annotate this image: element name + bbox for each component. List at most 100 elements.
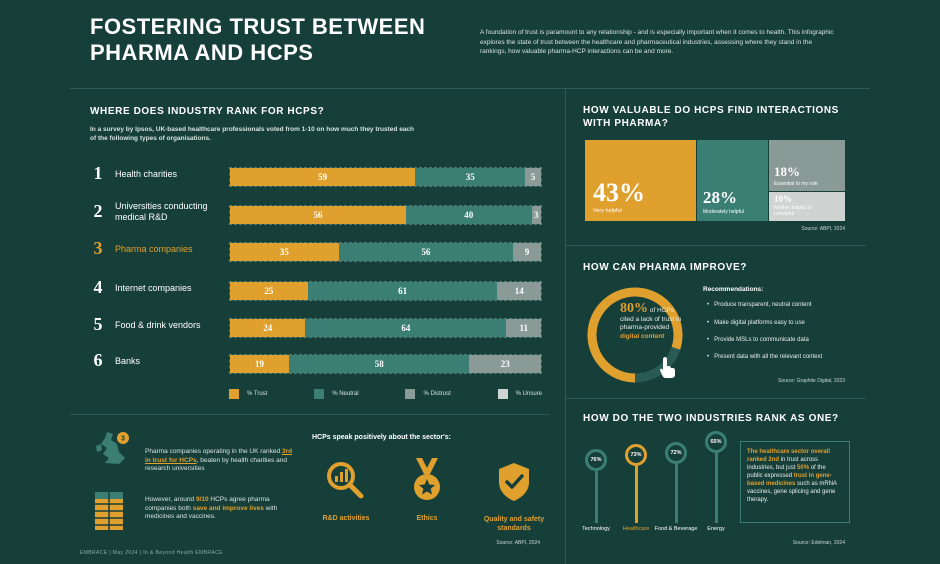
positives-heading: HCPs speak positively about the sector's… bbox=[312, 434, 451, 441]
bar-value-label: 9 bbox=[524, 247, 530, 257]
recommend-item: • Present data with all the relevant con… bbox=[707, 354, 823, 360]
bar-value-label: 35 bbox=[279, 247, 289, 257]
svg-text:3: 3 bbox=[121, 436, 125, 443]
legend-swatch-unsure bbox=[497, 389, 508, 399]
org-label: Health charities bbox=[115, 169, 178, 179]
legend-swatch-distrust bbox=[405, 389, 416, 399]
legend-swatch-trust bbox=[229, 389, 239, 399]
footer-text: EMBRACE | May 2024 | In & Beyond Health … bbox=[80, 550, 223, 556]
neutral-segment: 61 bbox=[307, 282, 498, 300]
rank-one-heading: HOW DO THE TWO INDUSTRIES RANK AS ONE? bbox=[583, 413, 839, 424]
neutral-segment: 40 bbox=[405, 206, 532, 224]
trust-segment: 59 bbox=[230, 168, 416, 186]
trust-segment: 35 bbox=[230, 243, 339, 261]
rank-one-source: Source: Edelman, 2024 bbox=[792, 540, 845, 546]
pin-value: 72% bbox=[665, 442, 687, 465]
pin-stick bbox=[674, 464, 678, 523]
recommend-text: Make digital platforms easy to use bbox=[714, 320, 805, 326]
distrust-segment: 9 bbox=[513, 243, 541, 261]
recommend-item: • Make digital platforms easy to use bbox=[707, 320, 805, 326]
trust-gauge bbox=[585, 285, 685, 385]
trust-segment: 19 bbox=[230, 355, 290, 373]
tile-label: Neither helpful or unhelpful bbox=[774, 205, 813, 217]
legend-item: % Distrust bbox=[405, 388, 451, 400]
bar-value-label: 64 bbox=[401, 323, 411, 333]
page-title: FOSTERING TRUST BETWEEN PHARMA AND HCPS bbox=[90, 14, 450, 66]
distrust-segment: 3 bbox=[531, 206, 541, 224]
recommend-item: • Provide MSLs to communicate data bbox=[707, 337, 809, 343]
pin-label: Technology bbox=[582, 526, 610, 532]
pin-value: 76% bbox=[585, 448, 607, 471]
title-line-2: PHARMA AND HCPS bbox=[90, 40, 314, 65]
valuable-divider bbox=[566, 245, 866, 246]
gauge-text: 80% of HCPs cited a lack of trust in pha… bbox=[620, 302, 682, 341]
uk-source: Source: ABPI, 2024 bbox=[496, 540, 540, 546]
tile-very-helpful: 43% Very helpful bbox=[585, 140, 696, 221]
bar-value-label: 3 bbox=[534, 210, 539, 220]
legend-label: % Trust bbox=[247, 391, 268, 397]
trust-bar: 24 64 11 bbox=[229, 318, 542, 338]
vial-grid-icon bbox=[95, 492, 123, 530]
uk-map-icon: 3 bbox=[93, 430, 131, 466]
bar-value-label: 56 bbox=[421, 247, 431, 257]
rank-number: 3 bbox=[93, 238, 103, 258]
tile-label: Essential to my role bbox=[774, 181, 818, 187]
rank-number: 6 bbox=[93, 350, 103, 370]
medal-icon bbox=[410, 458, 444, 502]
trust-segment: 25 bbox=[230, 282, 308, 300]
bar-value-label: 25 bbox=[264, 286, 274, 296]
uk-text-2b: HCPs agree pharma companies both bbox=[145, 496, 270, 512]
bar-value-label: 5 bbox=[530, 172, 536, 182]
trust-bar: 35 56 9 bbox=[229, 242, 542, 262]
tile-pct: 28% bbox=[703, 188, 737, 207]
bar-value-label: 59 bbox=[318, 172, 328, 182]
recommend-item: • Produce transparent, neutral content bbox=[707, 302, 812, 308]
uk-text-1-highlight: 3rd in trust for HCPs bbox=[145, 448, 293, 464]
uk-text-2a: However, around bbox=[145, 496, 196, 503]
tile-moderately-helpful: 28% Moderately helpful bbox=[697, 140, 768, 221]
pin-value: 73% bbox=[625, 443, 647, 466]
pin-stick bbox=[634, 465, 638, 523]
title-line-1: FOSTERING TRUST BETWEEN bbox=[90, 14, 426, 39]
bar-value-label: 40 bbox=[464, 210, 474, 220]
uk-rank-text: Pharma companies operating in the UK ran… bbox=[145, 448, 295, 474]
tile-pct: 18% bbox=[774, 164, 800, 179]
callout-text-1: in trust across industries, but just bbox=[747, 457, 819, 471]
uk-text-2-highlight-1: 9/10 bbox=[195, 496, 209, 503]
bar-value-label: 24 bbox=[263, 323, 273, 333]
recommend-text: Present data with all the relevant conte… bbox=[714, 354, 823, 360]
pin-stick bbox=[594, 470, 598, 523]
distrust-segment: 14 bbox=[497, 282, 541, 300]
neutral-segment: 35 bbox=[415, 168, 526, 186]
rank-number: 4 bbox=[93, 277, 103, 297]
trust-bar: 25 61 14 bbox=[229, 281, 542, 301]
legend-item: % Neutral bbox=[314, 388, 359, 400]
gauge-text-main: of HCPs cited a lack of trust in pharma-… bbox=[620, 307, 682, 331]
pin-stick bbox=[714, 453, 718, 523]
neutral-segment: 56 bbox=[338, 243, 513, 261]
org-label: Universities conducting medical R&D bbox=[115, 201, 208, 222]
recommend-text: Produce transparent, neutral content bbox=[714, 302, 812, 308]
bar-value-label: 35 bbox=[465, 172, 475, 182]
pin-label: Healthcare bbox=[622, 526, 650, 532]
bar-value-label: 61 bbox=[398, 286, 408, 296]
improve-source: Source: Graphite Digital, 2023 bbox=[778, 378, 845, 384]
tile-essential: 18% Essential to my role bbox=[769, 140, 845, 191]
column-divider bbox=[565, 88, 566, 564]
org-label: Banks bbox=[115, 356, 141, 366]
rank-number: 1 bbox=[93, 163, 103, 183]
tile-label: Very helpful bbox=[593, 208, 622, 214]
positive-ethics: Ethics bbox=[416, 515, 438, 522]
bar-value-label: 58 bbox=[374, 359, 384, 369]
neutral-segment: 58 bbox=[289, 355, 470, 373]
uk-agree-text: However, around 9/10 HCPs agree pharma c… bbox=[145, 496, 295, 522]
header-divider bbox=[70, 88, 870, 89]
intro-text: A foundation of trust is paramount to an… bbox=[480, 29, 834, 55]
distrust-segment: 5 bbox=[525, 168, 541, 186]
chart-growth-icon bbox=[325, 460, 365, 500]
uk-text-2c: with medicines and vaccines. bbox=[145, 504, 278, 521]
rank-divider bbox=[70, 414, 550, 415]
pin-label: Energy bbox=[707, 526, 725, 532]
trust-segment: 56 bbox=[230, 206, 406, 224]
trust-bar: 59 35 5 bbox=[229, 167, 542, 187]
